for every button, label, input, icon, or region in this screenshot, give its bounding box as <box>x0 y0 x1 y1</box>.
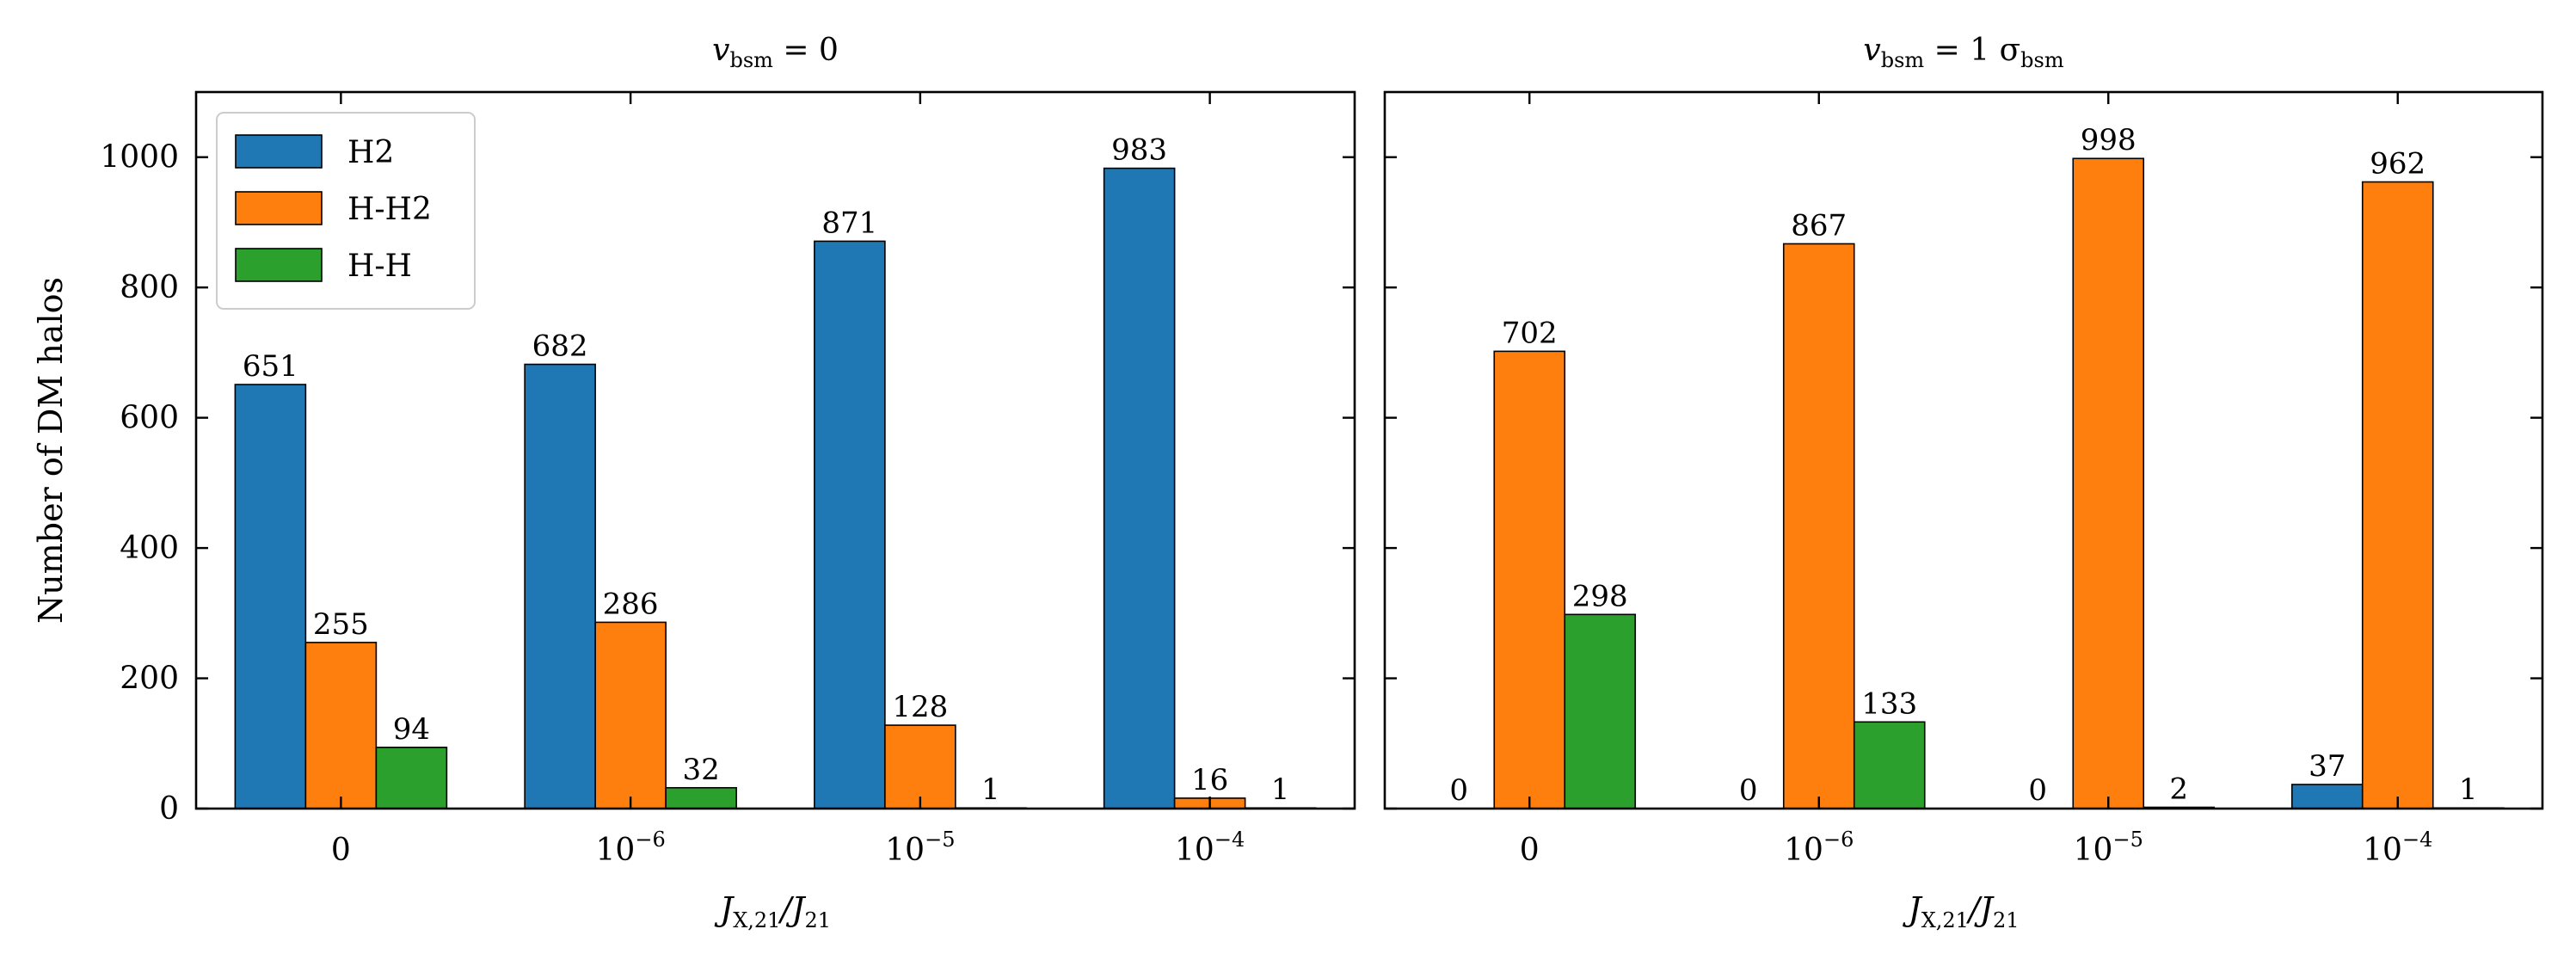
legend: H2 H-H2 H-H <box>216 112 476 310</box>
x-tick-label: 0 <box>331 833 351 868</box>
legend-swatch-h-h <box>235 248 323 282</box>
x-tick-label: 10−4 <box>1175 828 1245 868</box>
bar-value-label: 682 <box>532 329 588 364</box>
y-tick-label: 0 <box>159 791 179 827</box>
x-tick-label: 10−5 <box>885 828 955 868</box>
bar-value-label: 32 <box>682 753 719 787</box>
bar-value-label: 871 <box>821 206 877 240</box>
legend-label: H-H <box>347 249 412 284</box>
y-tick-label: 600 <box>120 401 179 436</box>
x-tick-label: 10−5 <box>2074 828 2143 868</box>
bar-h2-2 <box>524 363 596 809</box>
legend-swatch-h2 <box>235 134 323 169</box>
bar-value-label: 2 <box>2169 772 2188 806</box>
bar-value-label: 0 <box>1449 773 1468 808</box>
bar-value-label: 983 <box>1111 133 1167 168</box>
x-tick-label: 10−6 <box>596 828 666 868</box>
bar-h-h2-1 <box>304 642 378 809</box>
axes-frame <box>194 90 1356 810</box>
x-tick-label: 10−4 <box>2363 828 2432 868</box>
bar-value-label: 94 <box>393 712 430 747</box>
bar-h-h2-2 <box>594 621 667 809</box>
bar-value-label: 128 <box>892 690 948 724</box>
bar-value-label: 255 <box>313 607 369 642</box>
panel-title: vbsm = 1 σbsm <box>1863 33 2063 72</box>
y-tick-label: 400 <box>120 531 179 566</box>
panel-2: 0 0 0 37 702 867 998 962 298 133 2 1 0 10−6 10−5 10−4 vb… <box>1383 33 2544 932</box>
bar-value-label: 998 <box>2081 123 2136 157</box>
y-axis-label: Number of DM halos <box>32 277 70 624</box>
bar-h-h-1 <box>1564 613 1637 809</box>
y-tick-label: 1000 <box>100 140 179 175</box>
bar-value-label: 1 <box>1271 772 1290 807</box>
bar-value-label: 286 <box>603 587 659 621</box>
bar-h-h2-1 <box>1493 350 1566 809</box>
bar-h-h-2 <box>1853 721 1926 809</box>
bar-value-label: 867 <box>1791 208 1847 243</box>
bar-value-label: 0 <box>1739 773 1758 808</box>
bar-value-label: 702 <box>1502 316 1558 350</box>
bar-value-label: 16 <box>1191 763 1228 797</box>
bar-value-label: 651 <box>243 349 298 384</box>
x-tick-label: 10−6 <box>1784 828 1854 868</box>
bar-h-h-2 <box>665 786 737 809</box>
bar-value-label: 1 <box>2459 772 2478 807</box>
bar-value-label: 37 <box>2309 749 2345 784</box>
x-axis-label: JX,21/J21 <box>714 890 831 932</box>
y-tick-label: 200 <box>120 661 179 697</box>
x-axis-label: JX,21/J21 <box>1902 890 2019 932</box>
y-tick-label: 800 <box>120 270 179 305</box>
bar-h2-4 <box>1103 167 1176 809</box>
bar-h2-1 <box>234 384 307 809</box>
bar-value-label: 962 <box>2370 147 2425 182</box>
legend-label: H-H2 <box>347 192 432 227</box>
bar-value-label: 298 <box>1572 579 1628 613</box>
bar-h-h2-4 <box>2361 181 2434 809</box>
bar-h2-3 <box>814 240 886 809</box>
x-tick-label: 0 <box>1520 833 1540 868</box>
axes-frame <box>1383 90 2544 810</box>
panel-1: 651 682 871 983 255 286 128 16 94 32 1 1 0 200 400 600 8… <box>32 33 1356 932</box>
bar-h-h2-3 <box>2072 157 2145 809</box>
panel-title: vbsm = 0 <box>712 33 839 72</box>
bar-value-label: 133 <box>1861 686 1917 721</box>
legend-swatch-h-h2 <box>235 191 323 225</box>
bar-h-h2-3 <box>884 724 956 809</box>
legend-label: H2 <box>347 135 394 170</box>
bar-h-h2-2 <box>1782 243 1855 809</box>
bar-h2-4 <box>2290 784 2364 809</box>
bar-h-h-1 <box>375 747 448 809</box>
bar-value-label: 1 <box>981 772 1000 807</box>
bar-value-label: 0 <box>2028 773 2047 808</box>
